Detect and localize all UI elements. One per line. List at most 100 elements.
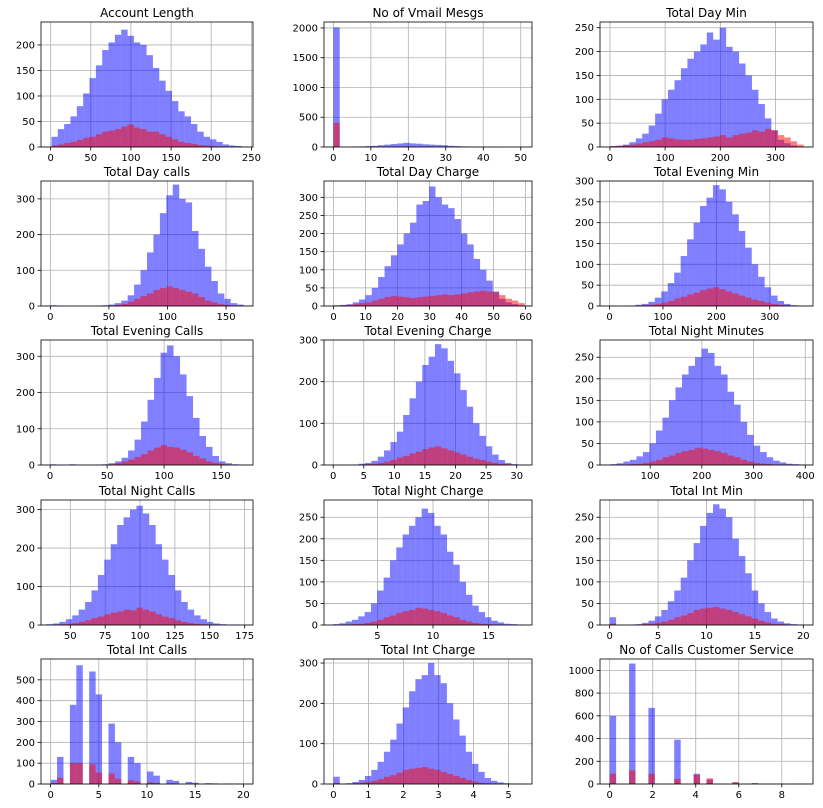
y-tick-label: 200	[575, 534, 594, 545]
histogram-bar	[142, 609, 150, 625]
histogram-bar	[771, 130, 778, 147]
x-tick-label: 150	[162, 153, 181, 164]
histogram-bar	[65, 619, 73, 625]
histogram-bar	[403, 455, 410, 465]
histogram-bar	[212, 455, 220, 465]
histogram-bar	[714, 451, 722, 465]
panel-title: Total Evening Min	[653, 165, 759, 179]
histogram-bar	[85, 601, 92, 625]
histogram-bar	[745, 132, 752, 147]
histogram-bar	[693, 51, 701, 147]
histogram-bar	[89, 78, 96, 147]
histogram-bar	[635, 143, 643, 147]
histogram-bar	[194, 623, 201, 625]
histogram-bar	[758, 131, 765, 147]
histogram-bar	[203, 145, 211, 147]
histogram-bar	[384, 144, 391, 147]
x-tick-label: 0	[47, 153, 53, 164]
histogram-bar	[739, 133, 746, 147]
y-tick-label: 1000	[293, 83, 318, 94]
y-tick-label: 100	[16, 759, 35, 770]
histogram-bar	[485, 461, 493, 465]
panel-title: Total Night Calls	[98, 484, 196, 498]
x-tick-label: 100	[130, 631, 149, 642]
histogram-bar	[641, 622, 649, 625]
histogram-bar	[210, 139, 217, 147]
histogram-bar	[478, 612, 486, 625]
histogram-bar	[128, 459, 135, 465]
x-tick-label: 0	[606, 312, 612, 323]
histogram-bar	[134, 439, 142, 465]
histogram-bar	[674, 139, 681, 147]
x-tick-label: 6	[736, 790, 742, 801]
histogram-bar	[497, 622, 505, 625]
histogram-bar	[422, 449, 429, 465]
histogram-bar	[472, 781, 479, 784]
histogram-bar	[648, 301, 655, 306]
histogram-bar	[174, 620, 182, 625]
histogram-bar	[104, 614, 111, 625]
histogram-bar	[83, 137, 90, 147]
histogram-bar	[454, 452, 461, 465]
histogram-bar	[771, 623, 778, 625]
histogram-bar	[440, 771, 447, 784]
histogram-bar	[732, 538, 739, 625]
y-tick-label: 150	[575, 239, 594, 250]
y-tick-label: 300	[575, 177, 594, 188]
histogram-bar	[185, 291, 193, 306]
series-blue	[333, 27, 525, 147]
histogram-bar	[153, 782, 160, 784]
histogram-bar	[365, 146, 372, 147]
y-tick-label: 250	[575, 23, 594, 34]
histogram-bar	[165, 90, 172, 147]
histogram-bar	[511, 300, 519, 306]
histogram-bar	[497, 782, 504, 784]
histogram-bar	[440, 534, 448, 625]
histogram-bar	[72, 615, 79, 625]
histogram-bar	[667, 619, 675, 625]
histogram-bar	[371, 145, 378, 147]
histogram-bar	[734, 404, 741, 465]
histogram-bar	[492, 462, 499, 465]
x-tick-label: 10	[359, 312, 372, 323]
histogram-bar	[162, 559, 169, 625]
y-tick-label: 100	[575, 260, 594, 271]
histogram-bar	[136, 505, 143, 625]
x-tick-label: 300	[766, 153, 785, 164]
histogram-bar	[484, 783, 492, 784]
histogram-bar	[784, 303, 791, 306]
histogram-bar	[127, 295, 135, 306]
histogram-bar	[198, 248, 205, 306]
histogram-bar	[641, 305, 649, 306]
axes-frame	[323, 658, 533, 785]
histogram-bar	[89, 136, 96, 147]
series-red	[609, 606, 791, 625]
y-tick-label: 200	[575, 218, 594, 229]
histogram-bar	[654, 616, 662, 625]
histogram-bar	[95, 694, 103, 784]
histogram-bar	[76, 763, 83, 784]
histogram-bar	[668, 400, 676, 465]
histogram-bar	[50, 779, 58, 784]
histogram-bar	[616, 146, 623, 147]
histogram-bar	[753, 462, 761, 465]
histogram-bar	[725, 291, 733, 306]
histogram-bar	[206, 446, 213, 465]
histogram-bar	[179, 289, 186, 306]
histogram-bar	[134, 457, 142, 465]
x-tick-label: 15	[189, 790, 202, 801]
histogram-bar	[114, 742, 122, 784]
series-red	[333, 767, 498, 784]
histogram-bar	[465, 751, 473, 784]
histogram-bar	[674, 778, 681, 784]
x-tick-label: 8	[779, 790, 785, 801]
histogram-panel: Total Night Minutes 100 200 300 400 0 50 100 150…	[575, 324, 815, 482]
axes-frame	[599, 21, 814, 148]
histogram-bar	[187, 623, 195, 625]
histogram-bar	[764, 302, 772, 306]
series-red	[358, 446, 518, 465]
y-tick-label: 0	[312, 621, 318, 632]
x-tick-label: 150	[200, 631, 219, 642]
histogram-bar	[50, 782, 58, 784]
